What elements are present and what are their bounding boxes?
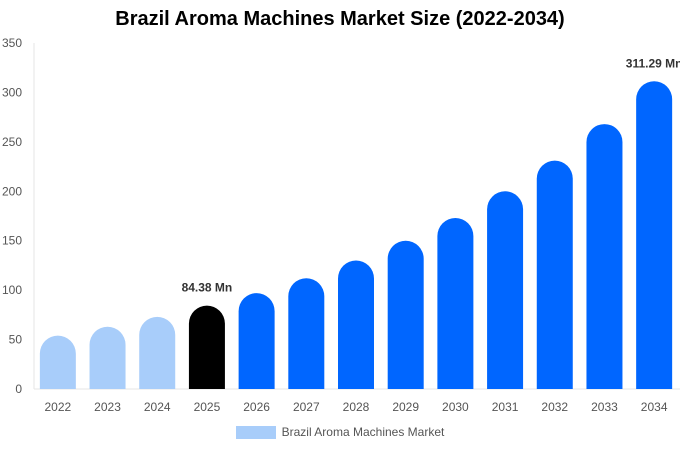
bar-2033 xyxy=(586,124,623,389)
legend: Brazil Aroma Machines Market xyxy=(0,425,680,439)
x-tick-label: 2029 xyxy=(392,400,419,414)
legend-label: Brazil Aroma Machines Market xyxy=(281,425,445,439)
y-tick-label: 350 xyxy=(2,36,22,50)
bar-2028 xyxy=(338,260,374,389)
x-tick-label: 2024 xyxy=(144,400,171,414)
bar-2027 xyxy=(288,278,325,389)
bar-2024 xyxy=(139,316,176,389)
x-tick-label: 2026 xyxy=(243,400,270,414)
y-tick-label: 250 xyxy=(2,135,22,149)
y-tick-label: 150 xyxy=(2,234,22,248)
x-tick-label: 2023 xyxy=(94,400,121,414)
bar-2029 xyxy=(387,240,424,389)
bar-2025 xyxy=(188,305,225,389)
x-tick-label: 2027 xyxy=(293,400,320,414)
bar-2031 xyxy=(487,191,524,389)
x-tick-label: 2031 xyxy=(492,400,519,414)
bar-2023 xyxy=(89,326,126,389)
bar-2026 xyxy=(238,293,275,389)
y-tick-label: 50 xyxy=(9,333,23,347)
y-tick-label: 200 xyxy=(2,184,22,198)
x-tick-label: 2025 xyxy=(194,400,221,414)
x-tick-label: 2033 xyxy=(591,400,618,414)
bar-2022 xyxy=(39,335,76,389)
legend-swatch xyxy=(235,425,276,439)
bar-2030 xyxy=(437,217,474,389)
chart-title: Brazil Aroma Machines Market Size (2022-… xyxy=(115,8,565,30)
data-label: 311.29 Mn xyxy=(626,56,680,70)
bar-2034 xyxy=(636,81,673,389)
x-tick-label: 2022 xyxy=(44,400,71,414)
data-label: 84.38 Mn xyxy=(182,281,233,295)
y-tick-label: 100 xyxy=(2,283,22,297)
x-tick-label: 2028 xyxy=(343,400,370,414)
x-tick-label: 2032 xyxy=(541,400,568,414)
x-tick-label: 2030 xyxy=(442,400,469,414)
bar-2032 xyxy=(536,160,573,389)
y-tick-label: 0 xyxy=(15,382,22,396)
y-tick-label: 300 xyxy=(2,85,22,99)
x-tick-label: 2034 xyxy=(641,400,668,414)
